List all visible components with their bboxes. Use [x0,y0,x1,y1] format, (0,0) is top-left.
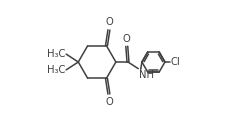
Text: O: O [105,17,113,27]
Text: H₃C: H₃C [47,65,65,76]
Text: H₃C: H₃C [47,48,65,59]
Text: O: O [123,34,131,44]
Text: O: O [105,97,113,107]
Text: NH: NH [139,70,153,80]
Text: Cl: Cl [171,57,181,67]
